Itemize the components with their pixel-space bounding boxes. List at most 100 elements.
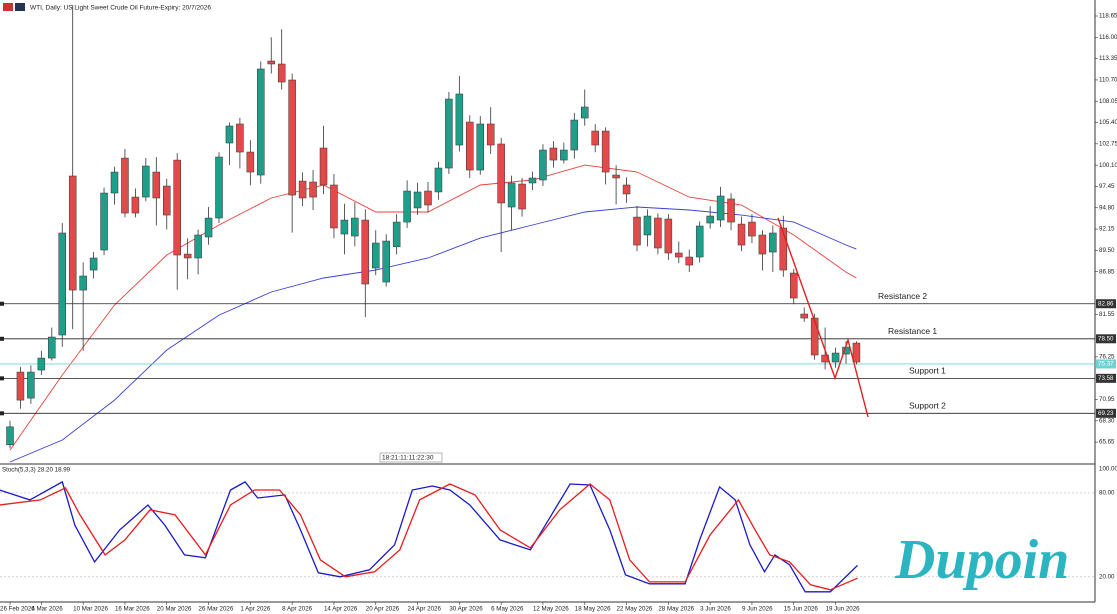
x-tick-label: 28 May 2026: [658, 606, 694, 613]
level-name: Resistance 1: [888, 326, 937, 336]
y-tick-label: 113.35: [1099, 55, 1117, 62]
candle-body: [539, 149, 547, 181]
countdown-box: [379, 452, 443, 463]
x-tick-label: 30 Apr 2026: [449, 606, 483, 613]
candle-body: [455, 93, 464, 146]
level-name: Support 1: [909, 366, 946, 376]
candle-body: [131, 196, 140, 214]
level-price: 82.86: [1098, 300, 1114, 307]
candle-body: [612, 174, 620, 179]
level-price-box: [1096, 373, 1116, 383]
stoch-tick-label: 20.00: [1099, 573, 1115, 580]
x-tick-label: 26 Feb 2026: [0, 606, 35, 613]
candle-body: [37, 357, 46, 371]
candle-body: [121, 157, 129, 214]
candle-body: [277, 63, 286, 83]
candle-body: [810, 317, 819, 356]
candle-body: [518, 183, 526, 210]
y-tick-label: 102.75: [1099, 140, 1117, 147]
x-tick-label: 15 Jun 2026: [784, 606, 819, 613]
candle-body: [591, 130, 599, 146]
candle-body: [68, 175, 77, 291]
x-tick-label: 20 Mar 2026: [157, 606, 192, 613]
y-tick-label: 92.15: [1099, 226, 1115, 233]
candle-body: [361, 219, 370, 285]
candle-body: [79, 275, 87, 291]
candle-body: [831, 352, 840, 363]
candle-body: [654, 217, 662, 249]
x-tick-label: 19 Jun 2026: [826, 606, 861, 613]
y-tick-label: 65.65: [1099, 439, 1115, 446]
candle-body: [194, 234, 202, 259]
candle-body: [257, 68, 265, 176]
x-tick-label: 22 May 2026: [617, 606, 653, 613]
level-handle: [0, 411, 4, 416]
candle-body: [737, 223, 746, 246]
candle-body: [779, 227, 788, 271]
candle-body: [466, 121, 474, 171]
y-tick-label: 94.80: [1099, 204, 1115, 211]
candle-body: [476, 123, 484, 171]
candle-body: [48, 336, 56, 359]
x-tick-label: 26 Mar 2026: [199, 606, 234, 613]
stoch-line: [0, 480, 858, 593]
x-tick-label: 20 Apr 2026: [366, 606, 400, 613]
y-tick-label: 97.45: [1099, 183, 1115, 190]
level-handle: [0, 336, 4, 341]
candle-body: [560, 149, 568, 161]
candle-body: [507, 182, 516, 208]
candle-body: [215, 156, 223, 219]
candle-body: [173, 159, 181, 256]
candle-body: [298, 180, 307, 199]
candle-body: [852, 342, 861, 363]
candle-body: [581, 106, 589, 119]
candle-body: [664, 218, 673, 254]
candle-body: [392, 221, 401, 248]
x-tick-label: 6 May 2026: [491, 606, 524, 613]
candle-body: [769, 232, 777, 253]
candle-body: [445, 98, 453, 169]
y-tick-label: 110.70: [1099, 77, 1117, 84]
countdown: 18:21:11:11:22:30: [382, 455, 434, 462]
candle-body: [528, 177, 537, 184]
candle-body: [330, 184, 338, 229]
flag-icon: [3, 3, 13, 11]
logo: Dupoin: [894, 529, 1069, 591]
y-tick-label: 108.05: [1099, 98, 1117, 105]
chart-header: WTI, Daily: US Light Sweet Crude Oil Fut…: [30, 5, 211, 12]
level-name: Support 2: [909, 401, 946, 411]
candle-body: [142, 165, 150, 198]
candle-body: [716, 195, 725, 221]
level-price: 73.58: [1098, 375, 1114, 382]
candle-body: [100, 192, 108, 251]
candle-body: [246, 151, 255, 173]
x-tick-label: 1 Apr 2026: [240, 606, 270, 613]
candle-body: [351, 217, 359, 237]
candle-body: [695, 225, 704, 258]
last-price: 75.37: [1098, 361, 1114, 368]
level-price-box: [1096, 408, 1116, 418]
candle-body: [601, 130, 610, 173]
candle-body: [204, 217, 213, 238]
stoch-line: [0, 483, 858, 591]
level-price: 78.50: [1098, 335, 1114, 342]
candle-body: [706, 215, 714, 224]
y-tick-label: 76.25: [1099, 354, 1115, 361]
candle-body: [6, 426, 14, 446]
level-handle: [0, 301, 4, 306]
candle-body: [225, 125, 234, 144]
y-tick-label: 116.00: [1099, 34, 1117, 41]
candle-body: [163, 185, 171, 216]
y-tick-label: 86.85: [1099, 268, 1115, 275]
flag-icon: [15, 3, 25, 11]
candle-body: [497, 143, 505, 204]
candle-body: [340, 219, 349, 235]
y-tick-label: 81.55: [1099, 311, 1115, 318]
candle-body: [643, 215, 652, 236]
candle-body: [16, 371, 25, 401]
x-tick-label: 4 Mar 2026: [31, 606, 63, 613]
level-price-box: [1096, 299, 1116, 309]
y-tick-label: 105.40: [1099, 119, 1117, 126]
